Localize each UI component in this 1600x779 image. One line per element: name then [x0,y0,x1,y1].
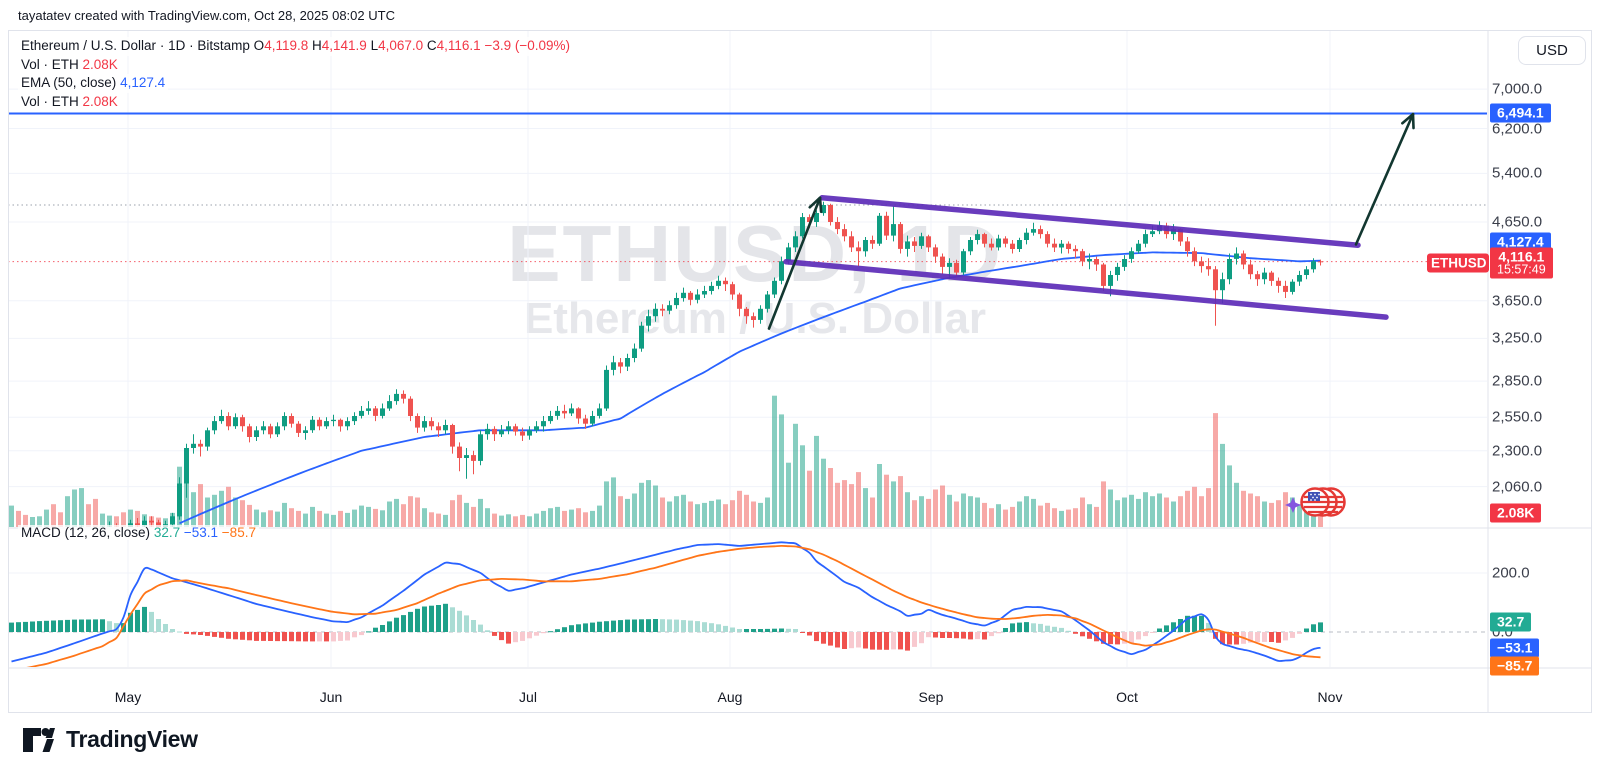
interval-value[interactable]: 1D [168,38,186,53]
month-label-nov[interactable]: Nov [1317,689,1343,705]
month-label-aug[interactable]: Aug [717,689,743,705]
last-price-label[interactable]: 4,116.1 15:57:49 [1490,247,1553,279]
price-tick: 2,060.0 [1492,478,1543,496]
macd-signal-label[interactable]: −85.7 [1490,656,1540,676]
legend-row-ema[interactable]: EMA (50, close) 4,127.4 [18,74,573,93]
price-tick: 6,200.0 [1492,120,1543,137]
price-tick: 3,250.0 [1492,329,1543,347]
macd-histogram [9,603,1323,651]
price-tick: 7,000.0 [1492,80,1543,98]
volume-value: 2.08K [82,56,118,72]
symbol-title[interactable]: Ethereum / U.S. Dollar [21,38,157,53]
candles [81,201,1323,527]
symbol-legend: Ethereum / U.S. Dollar · 1D · Bitstamp O… [18,37,574,111]
macd-signal-value: −85.7 [221,525,256,540]
credit-line: tayatatev created with TradingView.com, … [18,8,395,23]
chart-frame [8,30,1592,713]
tradingview-wordmark: TradingView [66,726,198,752]
price-tick: 2,550.0 [1492,408,1543,426]
footer-brand[interactable]: TradingView [22,726,198,753]
exchange-name[interactable]: Bitstamp [197,38,250,53]
macd-hist-value: 32.7 [153,525,181,540]
globe-icon [1300,487,1346,517]
month-label-may[interactable]: May [114,689,142,705]
breakout-arrow-icon[interactable] [767,196,823,330]
legend-row-volume-top[interactable]: Vol · ETH 2.08K [18,55,573,74]
price-tick: 2,850.0 [1492,372,1543,390]
macd-line-label[interactable]: −53.1 [1490,638,1540,658]
month-label-jul[interactable]: Jul [519,689,537,705]
sticker-globe-icons [1285,487,1346,517]
volume-bars [9,395,1323,527]
sparkle-icon [1285,497,1301,513]
trend-channel[interactable] [783,195,1389,320]
pane-separators[interactable] [8,30,1592,712]
price-tick: 3,650.0 [1492,292,1543,310]
price-tick: 4,650.0 [1492,213,1543,231]
month-label-sep[interactable]: Sep [918,689,944,705]
change-value: −3.9 (−0.09%) [484,38,571,53]
macd-legend[interactable]: MACD (12, 26, close) 32.7 −53.1 −85.7 [18,525,259,540]
currency-toggle-button[interactable]: USD [1518,36,1586,65]
ema-price-label[interactable]: 4,127.4 [1490,232,1551,252]
macd-line-value: −53.1 [183,525,219,540]
volume-label[interactable]: 2.08K [1490,503,1542,523]
legend-row-main[interactable]: Ethereum / U.S. Dollar · 1D · Bitstamp O… [18,37,574,56]
price-tick: 2,300.0 [1492,442,1543,460]
macd-signal-line[interactable] [12,544,1321,671]
month-label-jun[interactable]: Jun [319,689,343,705]
macd-hist-label[interactable]: 32.7 [1490,612,1532,632]
price-tick: 5,400.0 [1492,164,1543,182]
target-arrow-icon[interactable] [1354,112,1415,246]
macd-tick: 200.0 [1492,564,1530,582]
month-label-oct[interactable]: Oct [1116,689,1138,705]
grid-lines [9,31,1487,667]
macd-line[interactable] [11,541,1321,663]
tradingview-logo-icon [23,727,55,752]
symbol-price-tag: ETHUSD [1427,253,1489,273]
ohlc-values: O4,119.8 H4,141.9 L4,067.0 C4,116.1 −3.9… [253,38,571,53]
legend-row-volume-bottom[interactable]: Vol · ETH 2.08K [18,92,573,111]
target-price-label[interactable]: 6,494.1 [1490,103,1551,123]
ema-value: 4,127.4 [120,75,166,90]
